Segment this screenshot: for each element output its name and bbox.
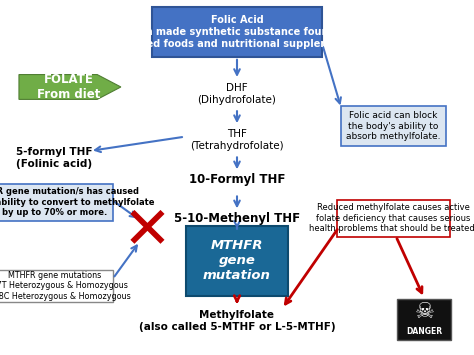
Text: DHF
(Dihydrofolate): DHF (Dihydrofolate): [198, 83, 276, 105]
Text: 10-Formyl THF: 10-Formyl THF: [189, 173, 285, 186]
Text: ☠: ☠: [414, 302, 434, 322]
Text: Reduced methylfolate causes active
folate deficiency that causes serious
health : Reduced methylfolate causes active folat…: [309, 203, 474, 233]
FancyArrow shape: [19, 75, 121, 99]
Text: ✕: ✕: [122, 202, 172, 259]
Text: THF
(Tetrahydrofolate): THF (Tetrahydrofolate): [190, 130, 284, 151]
FancyBboxPatch shape: [337, 200, 450, 237]
FancyBboxPatch shape: [0, 270, 112, 302]
Text: Methylfolate
(also called 5-MTHF or L-5-MTHF): Methylfolate (also called 5-MTHF or L-5-…: [139, 311, 335, 332]
FancyBboxPatch shape: [341, 105, 446, 146]
Text: Folic acid can block
the body's ability to
absorb methylfolate.: Folic acid can block the body's ability …: [346, 111, 441, 141]
Text: MTHFR gene mutation/s has caused
reduced ability to convert to methylfolate
by u: MTHFR gene mutation/s has caused reduced…: [0, 187, 155, 217]
Text: DANGER: DANGER: [406, 327, 442, 336]
Text: Folic Acid
(Man made synthetic substance found in
fortified foods and nutritiona: Folic Acid (Man made synthetic substance…: [115, 15, 359, 49]
Text: MTHFR gene mutations
C667T Heterozygous & Homozygous
A1298C Heterozygous & Homoz: MTHFR gene mutations C667T Heterozygous …: [0, 271, 131, 301]
FancyBboxPatch shape: [0, 184, 112, 221]
Text: FOLATE
From diet: FOLATE From diet: [37, 73, 100, 101]
Text: MTHFR
gene
mutation: MTHFR gene mutation: [203, 239, 271, 283]
Text: 5-10-Methenyl THF: 5-10-Methenyl THF: [174, 212, 300, 225]
FancyBboxPatch shape: [152, 7, 322, 57]
FancyBboxPatch shape: [186, 226, 288, 295]
FancyBboxPatch shape: [397, 299, 451, 340]
Text: 5-formyl THF
(Folinic acid): 5-formyl THF (Folinic acid): [16, 147, 93, 169]
